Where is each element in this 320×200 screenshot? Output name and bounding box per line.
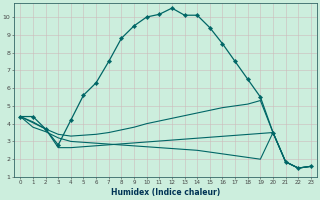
X-axis label: Humidex (Indice chaleur): Humidex (Indice chaleur) bbox=[111, 188, 220, 197]
